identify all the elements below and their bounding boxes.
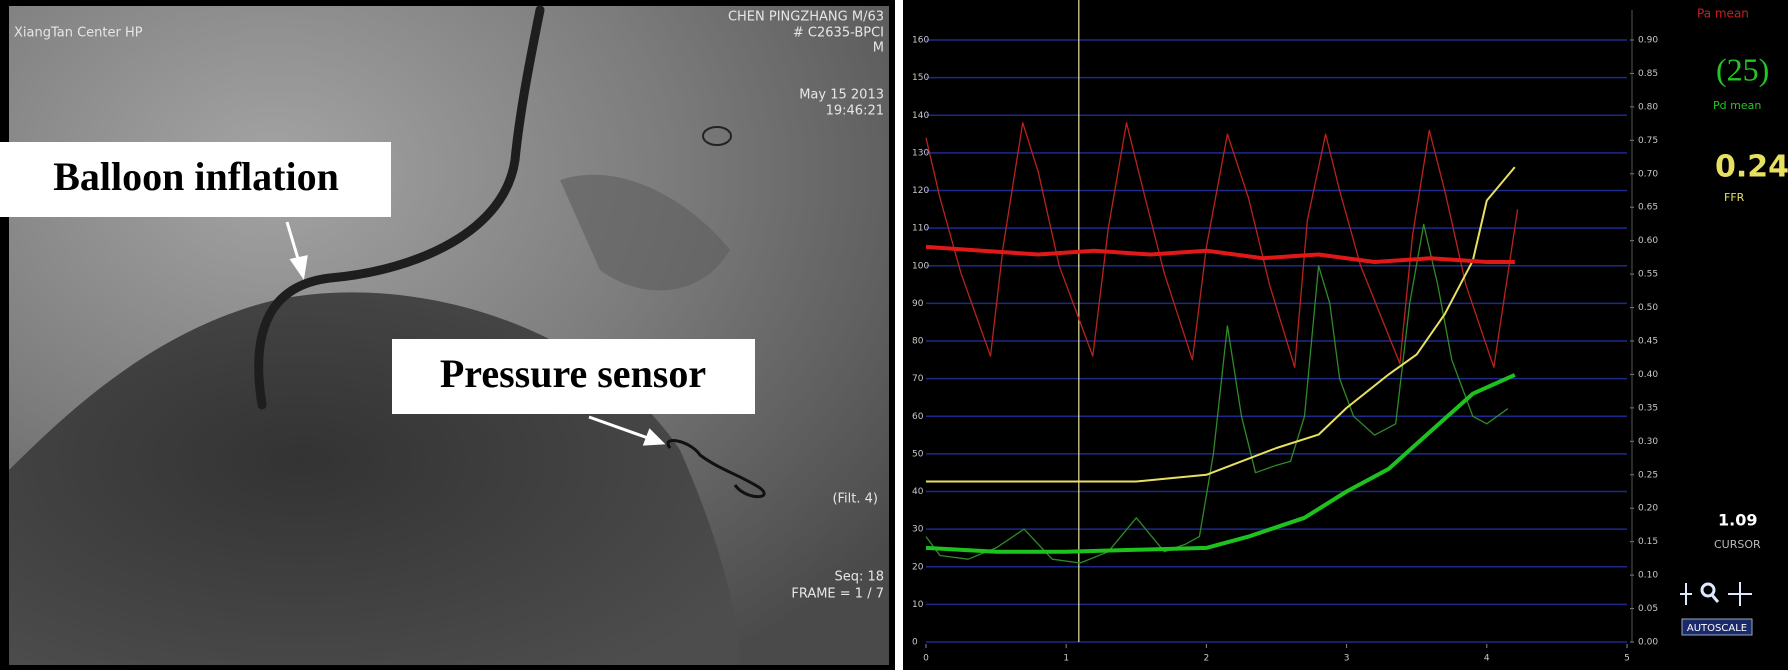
y2-tick-label: 0.10 bbox=[1638, 571, 1658, 581]
y-tick-label: 160 bbox=[912, 36, 929, 46]
arrows bbox=[285, 221, 666, 446]
y2-tick-label: 0.55 bbox=[1638, 270, 1658, 280]
y-tick-label: 120 bbox=[912, 186, 929, 196]
trace bbox=[925, 122, 1519, 368]
annotation-box bbox=[0, 142, 391, 217]
y-tick-label: 10 bbox=[912, 600, 924, 610]
y2-tick-label: 0.50 bbox=[1638, 303, 1658, 313]
y2-tick-label: 0.60 bbox=[1638, 236, 1658, 246]
pd-mean-value: (25) bbox=[1716, 51, 1769, 87]
angiogram: XiangTan Center HP CHEN PINGZHANG M/63 #… bbox=[0, 0, 895, 670]
cursor-label: CURSOR bbox=[1714, 538, 1761, 551]
time: 19:46:21 bbox=[826, 104, 884, 119]
y2-tick-label: 0.90 bbox=[1638, 36, 1658, 46]
y2-tick-label: 0.40 bbox=[1638, 370, 1658, 380]
trace bbox=[925, 373, 1516, 554]
y-tick-label: 130 bbox=[912, 148, 929, 158]
filter: (Filt. 4) bbox=[832, 492, 878, 507]
x-tick-label: 5 bbox=[1624, 654, 1630, 664]
y2-tick-label: 0.15 bbox=[1638, 537, 1658, 547]
y2-tick-label: 0.65 bbox=[1638, 203, 1658, 213]
x-tick-label: 3 bbox=[1344, 654, 1350, 664]
y-tick-label: 80 bbox=[912, 337, 924, 347]
trace bbox=[926, 166, 1516, 483]
annotation: Pressure sensor bbox=[440, 351, 706, 396]
ffr-label: FFR bbox=[1724, 191, 1745, 204]
catheter bbox=[254, 5, 545, 410]
y-tick-label: 40 bbox=[912, 487, 924, 497]
pa-mean-label: Pa mean bbox=[1697, 7, 1749, 21]
y-tick-label: 20 bbox=[912, 562, 924, 572]
autoscale-label[interactable]: AUTOSCALE bbox=[1687, 623, 1747, 634]
x-tick-label: 0 bbox=[923, 654, 929, 664]
y-tick-label: 30 bbox=[912, 525, 924, 535]
x-tick-label: 2 bbox=[1204, 654, 1210, 664]
y2-tick-label: 0.30 bbox=[1638, 437, 1658, 447]
trace bbox=[925, 244, 1515, 264]
autoscale-button[interactable] bbox=[1681, 618, 1753, 636]
y2-tick-label: 0.25 bbox=[1638, 470, 1658, 480]
y2-tick-label: 0.80 bbox=[1638, 102, 1658, 112]
monitor-panel bbox=[903, 0, 1788, 670]
date: May 15 2013 bbox=[799, 88, 884, 103]
cursor-value: 1.09 bbox=[1718, 511, 1757, 530]
pressure-wire bbox=[666, 439, 766, 499]
annotation: Balloon inflation bbox=[53, 154, 339, 199]
y-tick-label: 70 bbox=[912, 374, 924, 384]
y2-tick-label: 0.85 bbox=[1638, 69, 1658, 79]
frame: FRAME = 1 / 7 bbox=[791, 587, 884, 602]
patient-line: # C2635-BPCI bbox=[793, 26, 884, 41]
y-tick-label: 140 bbox=[912, 111, 929, 121]
annotation-box bbox=[392, 339, 755, 414]
pd-mean-label: Pd mean bbox=[1713, 99, 1761, 112]
y-tick-label: 60 bbox=[912, 412, 924, 422]
y2-tick-label: 0.05 bbox=[1638, 604, 1658, 614]
ffr-value: 0.24 bbox=[1715, 150, 1788, 185]
trace bbox=[925, 223, 1509, 564]
y-tick-label: 100 bbox=[912, 261, 929, 271]
y2-tick-label: 0.20 bbox=[1638, 504, 1658, 514]
y-tick-label: 90 bbox=[912, 299, 924, 309]
y2-tick-label: 0.70 bbox=[1638, 169, 1658, 179]
y-tick-label: 50 bbox=[912, 449, 924, 459]
y-tick-label: 150 bbox=[912, 73, 929, 83]
patient-line: CHEN PINGZHANG M/63 bbox=[728, 10, 884, 25]
y2-tick-label: 0.45 bbox=[1638, 337, 1658, 347]
y2-tick-label: 0.75 bbox=[1638, 136, 1658, 146]
x-tick-label: 1 bbox=[1063, 654, 1069, 664]
x-tick-label: 4 bbox=[1484, 654, 1490, 664]
tool-icons[interactable] bbox=[1680, 582, 1752, 606]
y-tick-label: 110 bbox=[912, 224, 929, 234]
patient-line: M bbox=[873, 41, 884, 56]
y-tick-label: 0 bbox=[912, 638, 918, 648]
y2-tick-label: 0.35 bbox=[1638, 403, 1658, 413]
y2-tick-label: 0.00 bbox=[1638, 638, 1658, 648]
valve-ring bbox=[702, 126, 732, 146]
sequence: Seq: 18 bbox=[834, 570, 884, 585]
site-label: XiangTan Center HP bbox=[14, 26, 143, 41]
shadow bbox=[560, 174, 730, 291]
